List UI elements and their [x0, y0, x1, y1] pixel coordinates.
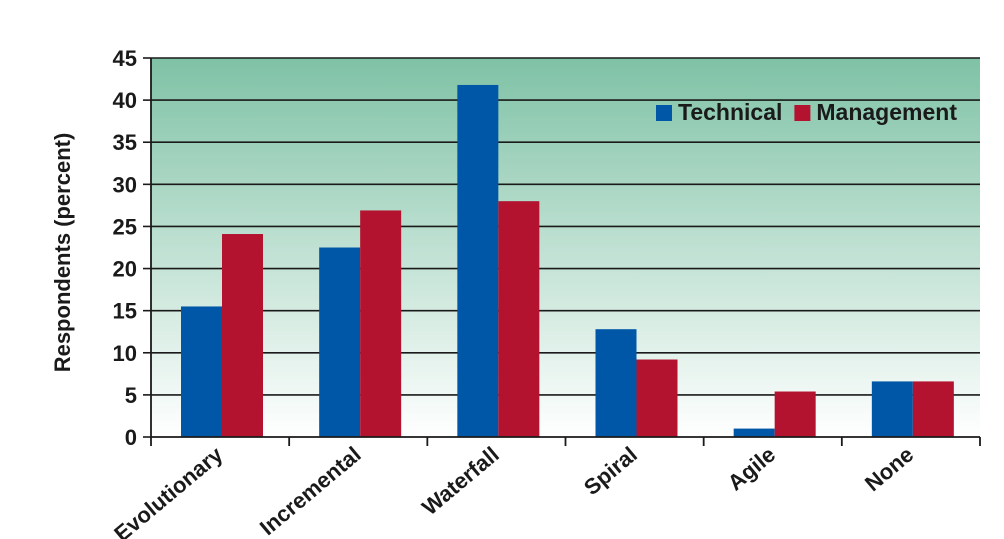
legend-swatch-technical — [656, 105, 672, 121]
y-tick-label: 10 — [113, 341, 137, 366]
bar-management — [636, 359, 678, 437]
legend-label-management: Management — [816, 99, 957, 125]
x-category-label: Waterfall — [417, 442, 504, 520]
x-category-label: Spiral — [579, 442, 642, 500]
bar-technical — [319, 247, 361, 437]
y-axis-title: Respondents (percent) — [50, 133, 75, 373]
y-tick-label: 20 — [113, 257, 137, 282]
bar-management — [912, 381, 954, 437]
bar-management — [498, 201, 540, 437]
plot-background — [151, 58, 980, 437]
x-category-label: Evolutionary — [109, 441, 228, 539]
legend-swatch-management — [794, 105, 811, 121]
y-tick-label: 25 — [113, 214, 137, 239]
legend-label-technical: Technical — [678, 99, 782, 125]
y-tick-label: 5 — [125, 383, 137, 408]
x-category-label: Agile — [723, 442, 780, 496]
y-tick-label: 30 — [113, 172, 137, 197]
y-tick-label: 45 — [113, 46, 137, 71]
bar-management — [222, 234, 263, 437]
bar-technical — [595, 329, 637, 437]
y-tick-label: 40 — [113, 88, 137, 113]
y-tick-label: 0 — [125, 425, 137, 450]
y-tick-label: 35 — [113, 130, 137, 155]
bar-technical — [457, 84, 499, 437]
bar-technical — [871, 381, 913, 437]
bar-management — [360, 210, 402, 437]
x-category-label: None — [860, 442, 918, 497]
bar-management — [774, 391, 816, 437]
y-tick-label: 15 — [113, 299, 137, 324]
bar-technical — [733, 428, 775, 437]
bar-technical — [181, 306, 222, 437]
x-category-label: Incremental — [255, 442, 366, 539]
